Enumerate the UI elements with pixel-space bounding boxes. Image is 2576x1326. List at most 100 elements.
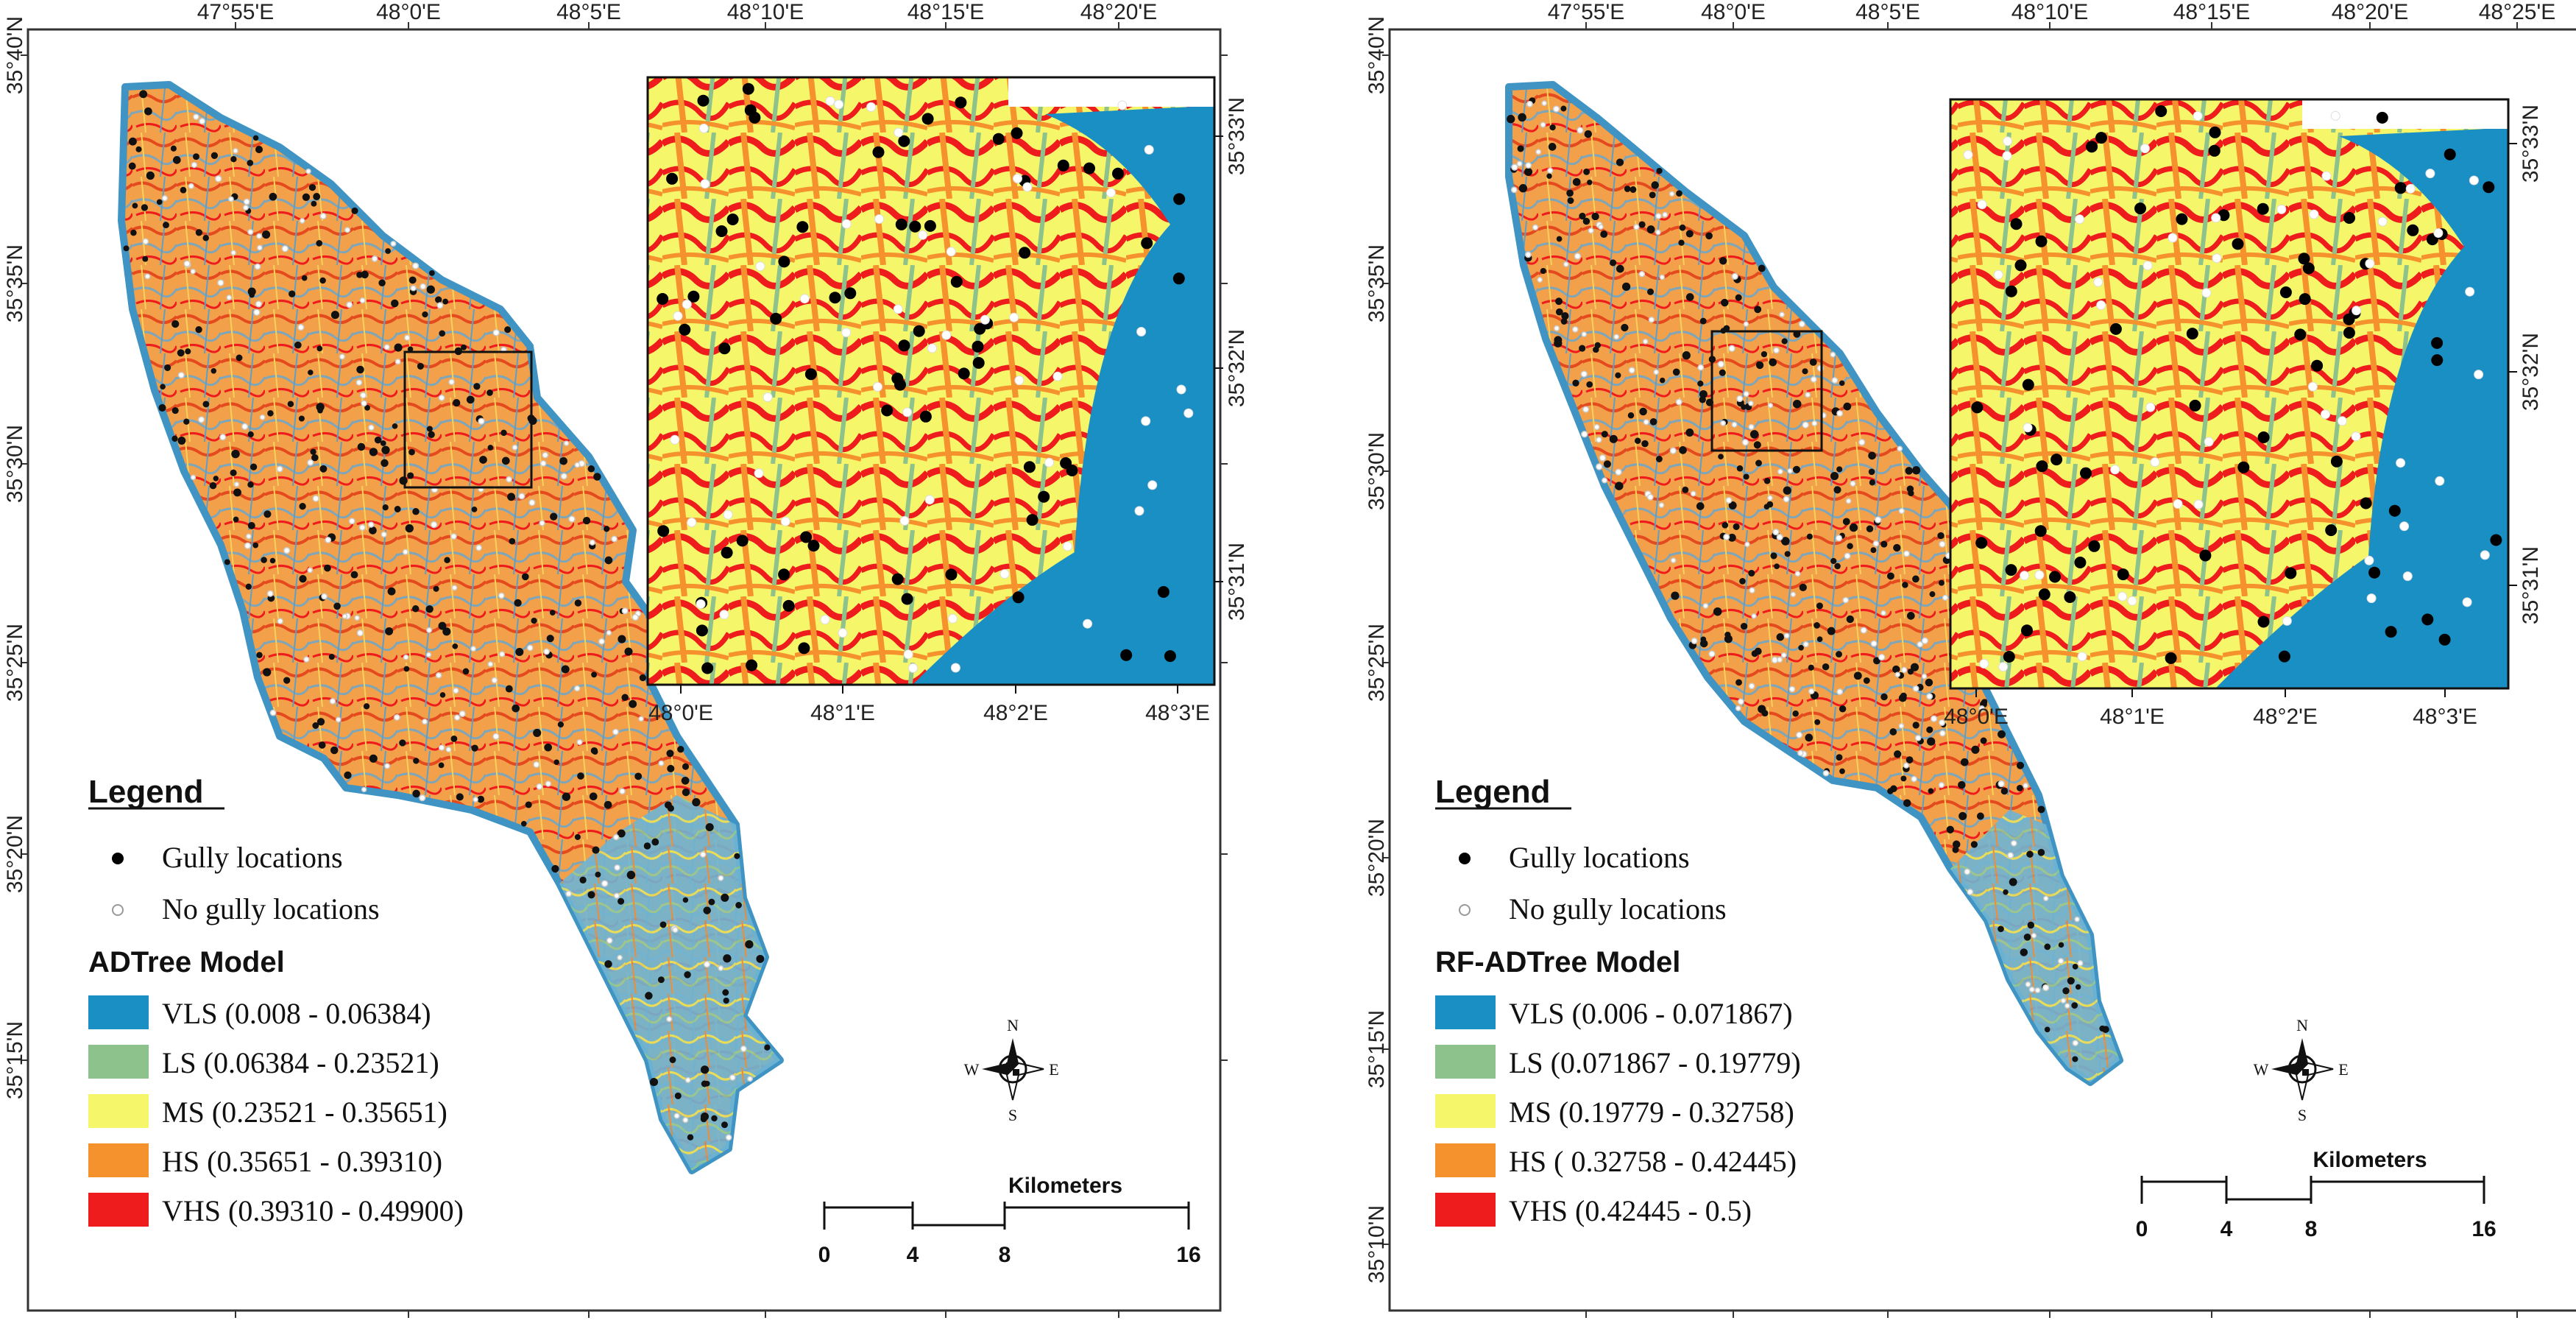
gully-point bbox=[1761, 710, 1769, 717]
gully-point bbox=[1836, 754, 1843, 761]
gully-point bbox=[319, 465, 328, 473]
gully-point bbox=[667, 805, 674, 812]
no-gully-point bbox=[1708, 650, 1716, 657]
no-gully-point bbox=[1601, 477, 1608, 484]
no-gully-point bbox=[606, 937, 613, 944]
inset-gully-point bbox=[2189, 399, 2201, 412]
no-gully-point bbox=[1596, 437, 1602, 443]
no-gully-point bbox=[188, 183, 194, 189]
no-gully-point bbox=[1903, 550, 1910, 557]
inset-no-gully-point bbox=[1009, 312, 1019, 322]
inset-gully-point bbox=[891, 373, 904, 385]
gully-point bbox=[1561, 312, 1569, 320]
gully-point bbox=[1651, 181, 1659, 189]
north-arrow-icon: N S E W bbox=[964, 1016, 1059, 1124]
no-gully-point bbox=[1772, 529, 1780, 536]
inset-gully-point bbox=[687, 290, 700, 303]
compass-label-s: S bbox=[1008, 1106, 1017, 1124]
inset-no-gully-point bbox=[820, 615, 830, 625]
gully-point bbox=[442, 298, 449, 305]
gully-point bbox=[2067, 977, 2075, 985]
gully-point bbox=[1659, 377, 1666, 384]
compass-label-n: N bbox=[1007, 1016, 1019, 1034]
no-gully-point bbox=[233, 482, 240, 487]
no-gully-point bbox=[1633, 224, 1640, 230]
gully-point bbox=[1728, 501, 1737, 509]
no-gully-point bbox=[2025, 981, 2031, 987]
gully-point bbox=[1718, 454, 1724, 460]
top-tick-label: 47°55'E bbox=[197, 0, 274, 24]
gully-point bbox=[701, 1080, 708, 1087]
gully-point bbox=[1705, 232, 1713, 240]
no-gully-point bbox=[1540, 121, 1546, 128]
inset-no-gully-point bbox=[723, 509, 733, 520]
no-gully-point bbox=[1938, 719, 1946, 727]
no-gully-point bbox=[1870, 640, 1878, 647]
no-gully-point bbox=[226, 295, 233, 300]
legend-model-title: RF-ADTree Model bbox=[1435, 946, 1680, 978]
no-gully-point bbox=[1942, 594, 1949, 601]
gully-point bbox=[461, 344, 467, 350]
gully-point bbox=[311, 200, 317, 207]
no-gully-point bbox=[227, 196, 234, 202]
no-gully-point bbox=[190, 474, 197, 481]
no-gully-point bbox=[1822, 769, 1830, 777]
no-gully-point bbox=[718, 965, 724, 971]
legend-gully-symbol bbox=[1459, 853, 1471, 864]
gully-point bbox=[531, 617, 537, 624]
no-gully-point bbox=[1830, 351, 1836, 358]
gully-point bbox=[1685, 230, 1694, 238]
inset-bottom-tick-label: 48°0'E bbox=[648, 701, 713, 725]
gully-point bbox=[639, 674, 647, 682]
gully-point bbox=[684, 971, 691, 978]
gully-point bbox=[1836, 651, 1842, 658]
no-gully-point bbox=[1878, 653, 1886, 661]
inset-gully-point bbox=[657, 293, 669, 305]
gully-point bbox=[574, 599, 582, 607]
gully-point bbox=[520, 820, 527, 827]
no-gully-point bbox=[435, 671, 442, 679]
legend-no-gully-symbol bbox=[112, 904, 124, 916]
gully-point bbox=[1556, 236, 1563, 242]
no-gully-point bbox=[718, 875, 724, 881]
inset-gully-point bbox=[2080, 467, 2092, 479]
no-gully-point bbox=[1967, 889, 1974, 895]
no-gully-point bbox=[1903, 762, 1910, 769]
inset-gully-point bbox=[2117, 568, 2129, 581]
inset-gully-point bbox=[2208, 144, 2221, 157]
gully-point bbox=[1638, 221, 1646, 228]
gully-point bbox=[413, 758, 420, 764]
gully-point bbox=[328, 654, 335, 660]
gully-point bbox=[1699, 317, 1707, 325]
no-gully-point bbox=[1780, 652, 1787, 658]
gully-point bbox=[1678, 239, 1685, 246]
gully-point bbox=[682, 788, 690, 797]
no-gully-point bbox=[1526, 100, 1533, 107]
gully-point bbox=[231, 449, 240, 459]
gully-point bbox=[344, 771, 352, 780]
gully-point bbox=[595, 871, 601, 878]
no-gully-point bbox=[1777, 468, 1783, 475]
no-gully-point bbox=[1844, 552, 1851, 560]
inset-right-tick-label: 35°31'N bbox=[1225, 543, 1249, 621]
inset-no-gully-point bbox=[903, 649, 913, 660]
gully-point bbox=[682, 897, 689, 903]
no-gully-point bbox=[230, 250, 237, 256]
no-gully-point bbox=[356, 630, 364, 637]
no-gully-point bbox=[491, 677, 498, 684]
no-gully-point bbox=[255, 300, 263, 308]
no-gully-point bbox=[2042, 984, 2050, 992]
no-gully-point bbox=[329, 698, 336, 705]
gully-point bbox=[171, 435, 178, 442]
left-tick-label: 35°30'N bbox=[1365, 432, 1389, 510]
inset-no-gully-point bbox=[1083, 618, 1093, 629]
no-gully-point bbox=[1720, 420, 1727, 426]
gully-point bbox=[1849, 523, 1858, 532]
inset-gully-point bbox=[746, 659, 758, 671]
gully-point bbox=[1905, 467, 1913, 475]
gully-point bbox=[1926, 726, 1933, 733]
inset-gully-point bbox=[924, 219, 936, 232]
gully-point bbox=[256, 652, 263, 658]
inset-gully-point bbox=[2438, 633, 2451, 646]
gully-point bbox=[1887, 788, 1894, 794]
